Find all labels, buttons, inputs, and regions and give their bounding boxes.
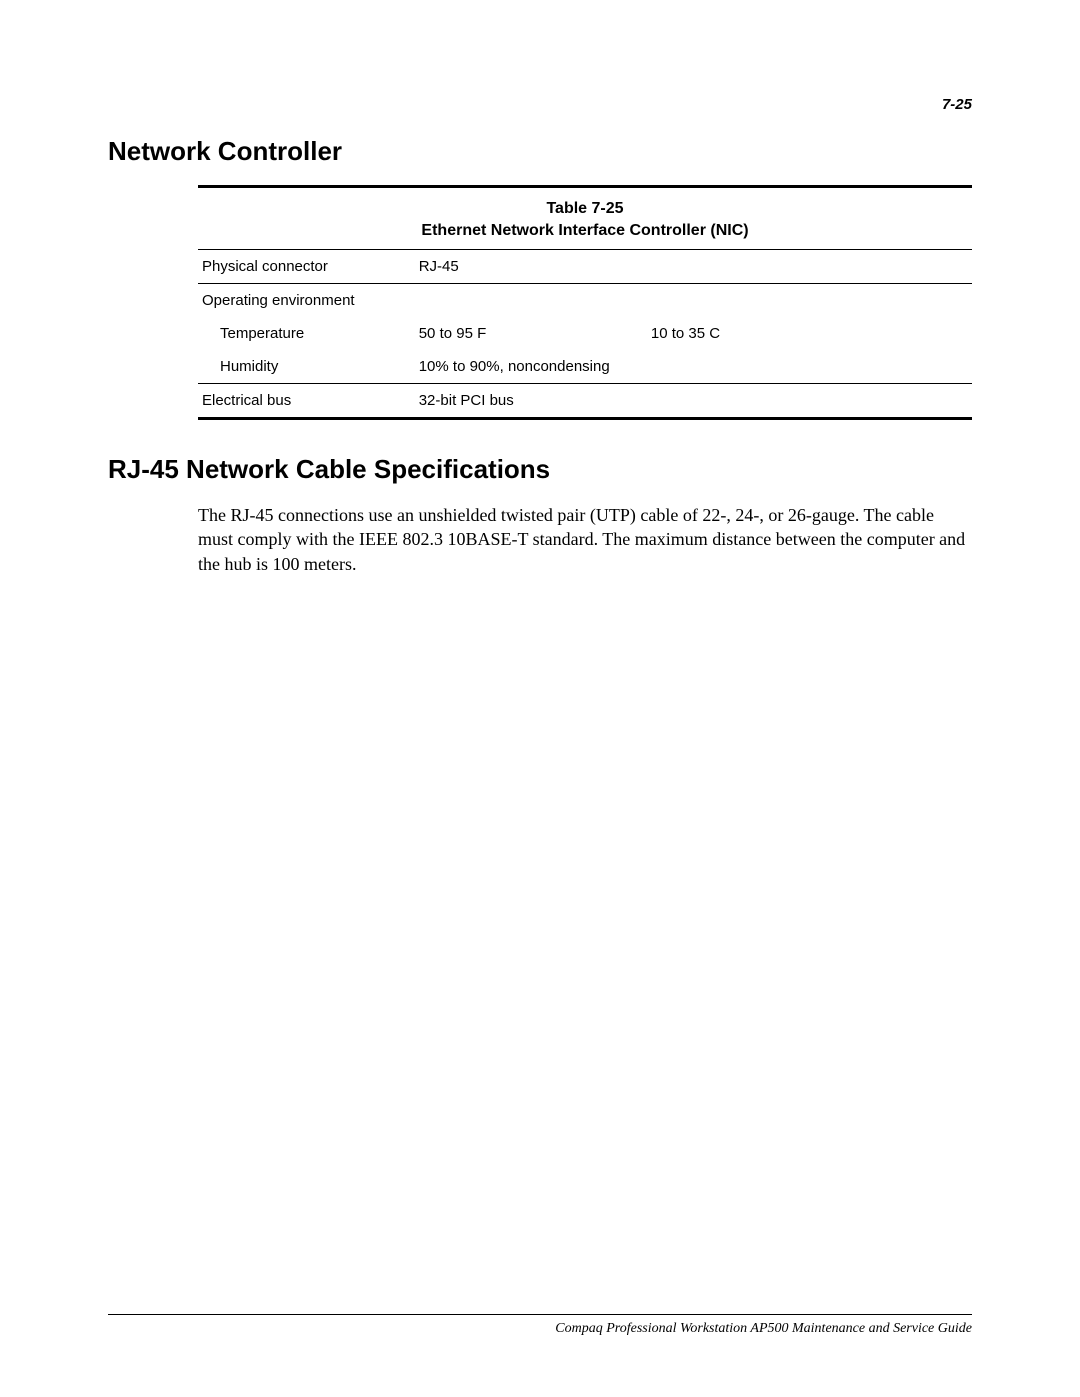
temperature-label: Temperature — [198, 317, 415, 350]
table-row: Operating environment — [198, 284, 972, 318]
table-row: Temperature 50 to 95 F 10 to 35 C — [198, 317, 972, 350]
physical-connector-value: RJ-45 — [415, 250, 647, 284]
physical-connector-label: Physical connector — [198, 250, 415, 284]
page-footer: Compaq Professional Workstation AP500 Ma… — [108, 1314, 972, 1337]
table-row: Humidity 10% to 90%, noncondensing — [198, 350, 972, 384]
heading-rj45-cable-spec: RJ-45 Network Cable Specifications — [108, 454, 972, 485]
temperature-f: 50 to 95 F — [415, 317, 647, 350]
table-caption-line1: Table 7-25 — [546, 200, 623, 217]
nic-table: Table 7-25 Ethernet Network Interface Co… — [198, 185, 972, 420]
humidity-label: Humidity — [198, 350, 415, 384]
table-caption-line2: Ethernet Network Interface Controller (N… — [421, 222, 748, 239]
temperature-c: 10 to 35 C — [647, 317, 972, 350]
heading-network-controller: Network Controller — [108, 136, 972, 167]
humidity-value: 10% to 90%, noncondensing — [415, 350, 972, 384]
electrical-bus-label: Electrical bus — [198, 384, 415, 419]
document-page: 7-25 Network Controller Table 7-25 Ether… — [0, 0, 1080, 1397]
table-row: Physical connector RJ-45 — [198, 250, 972, 284]
table-caption: Table 7-25 Ethernet Network Interface Co… — [198, 185, 972, 249]
page-number: 7-25 — [942, 96, 972, 113]
table-row: Electrical bus 32-bit PCI bus — [198, 384, 972, 419]
operating-env-label: Operating environment — [198, 284, 415, 318]
electrical-bus-value: 32-bit PCI bus — [415, 384, 972, 419]
body-paragraph: The RJ-45 connections use an unshielded … — [198, 503, 972, 576]
